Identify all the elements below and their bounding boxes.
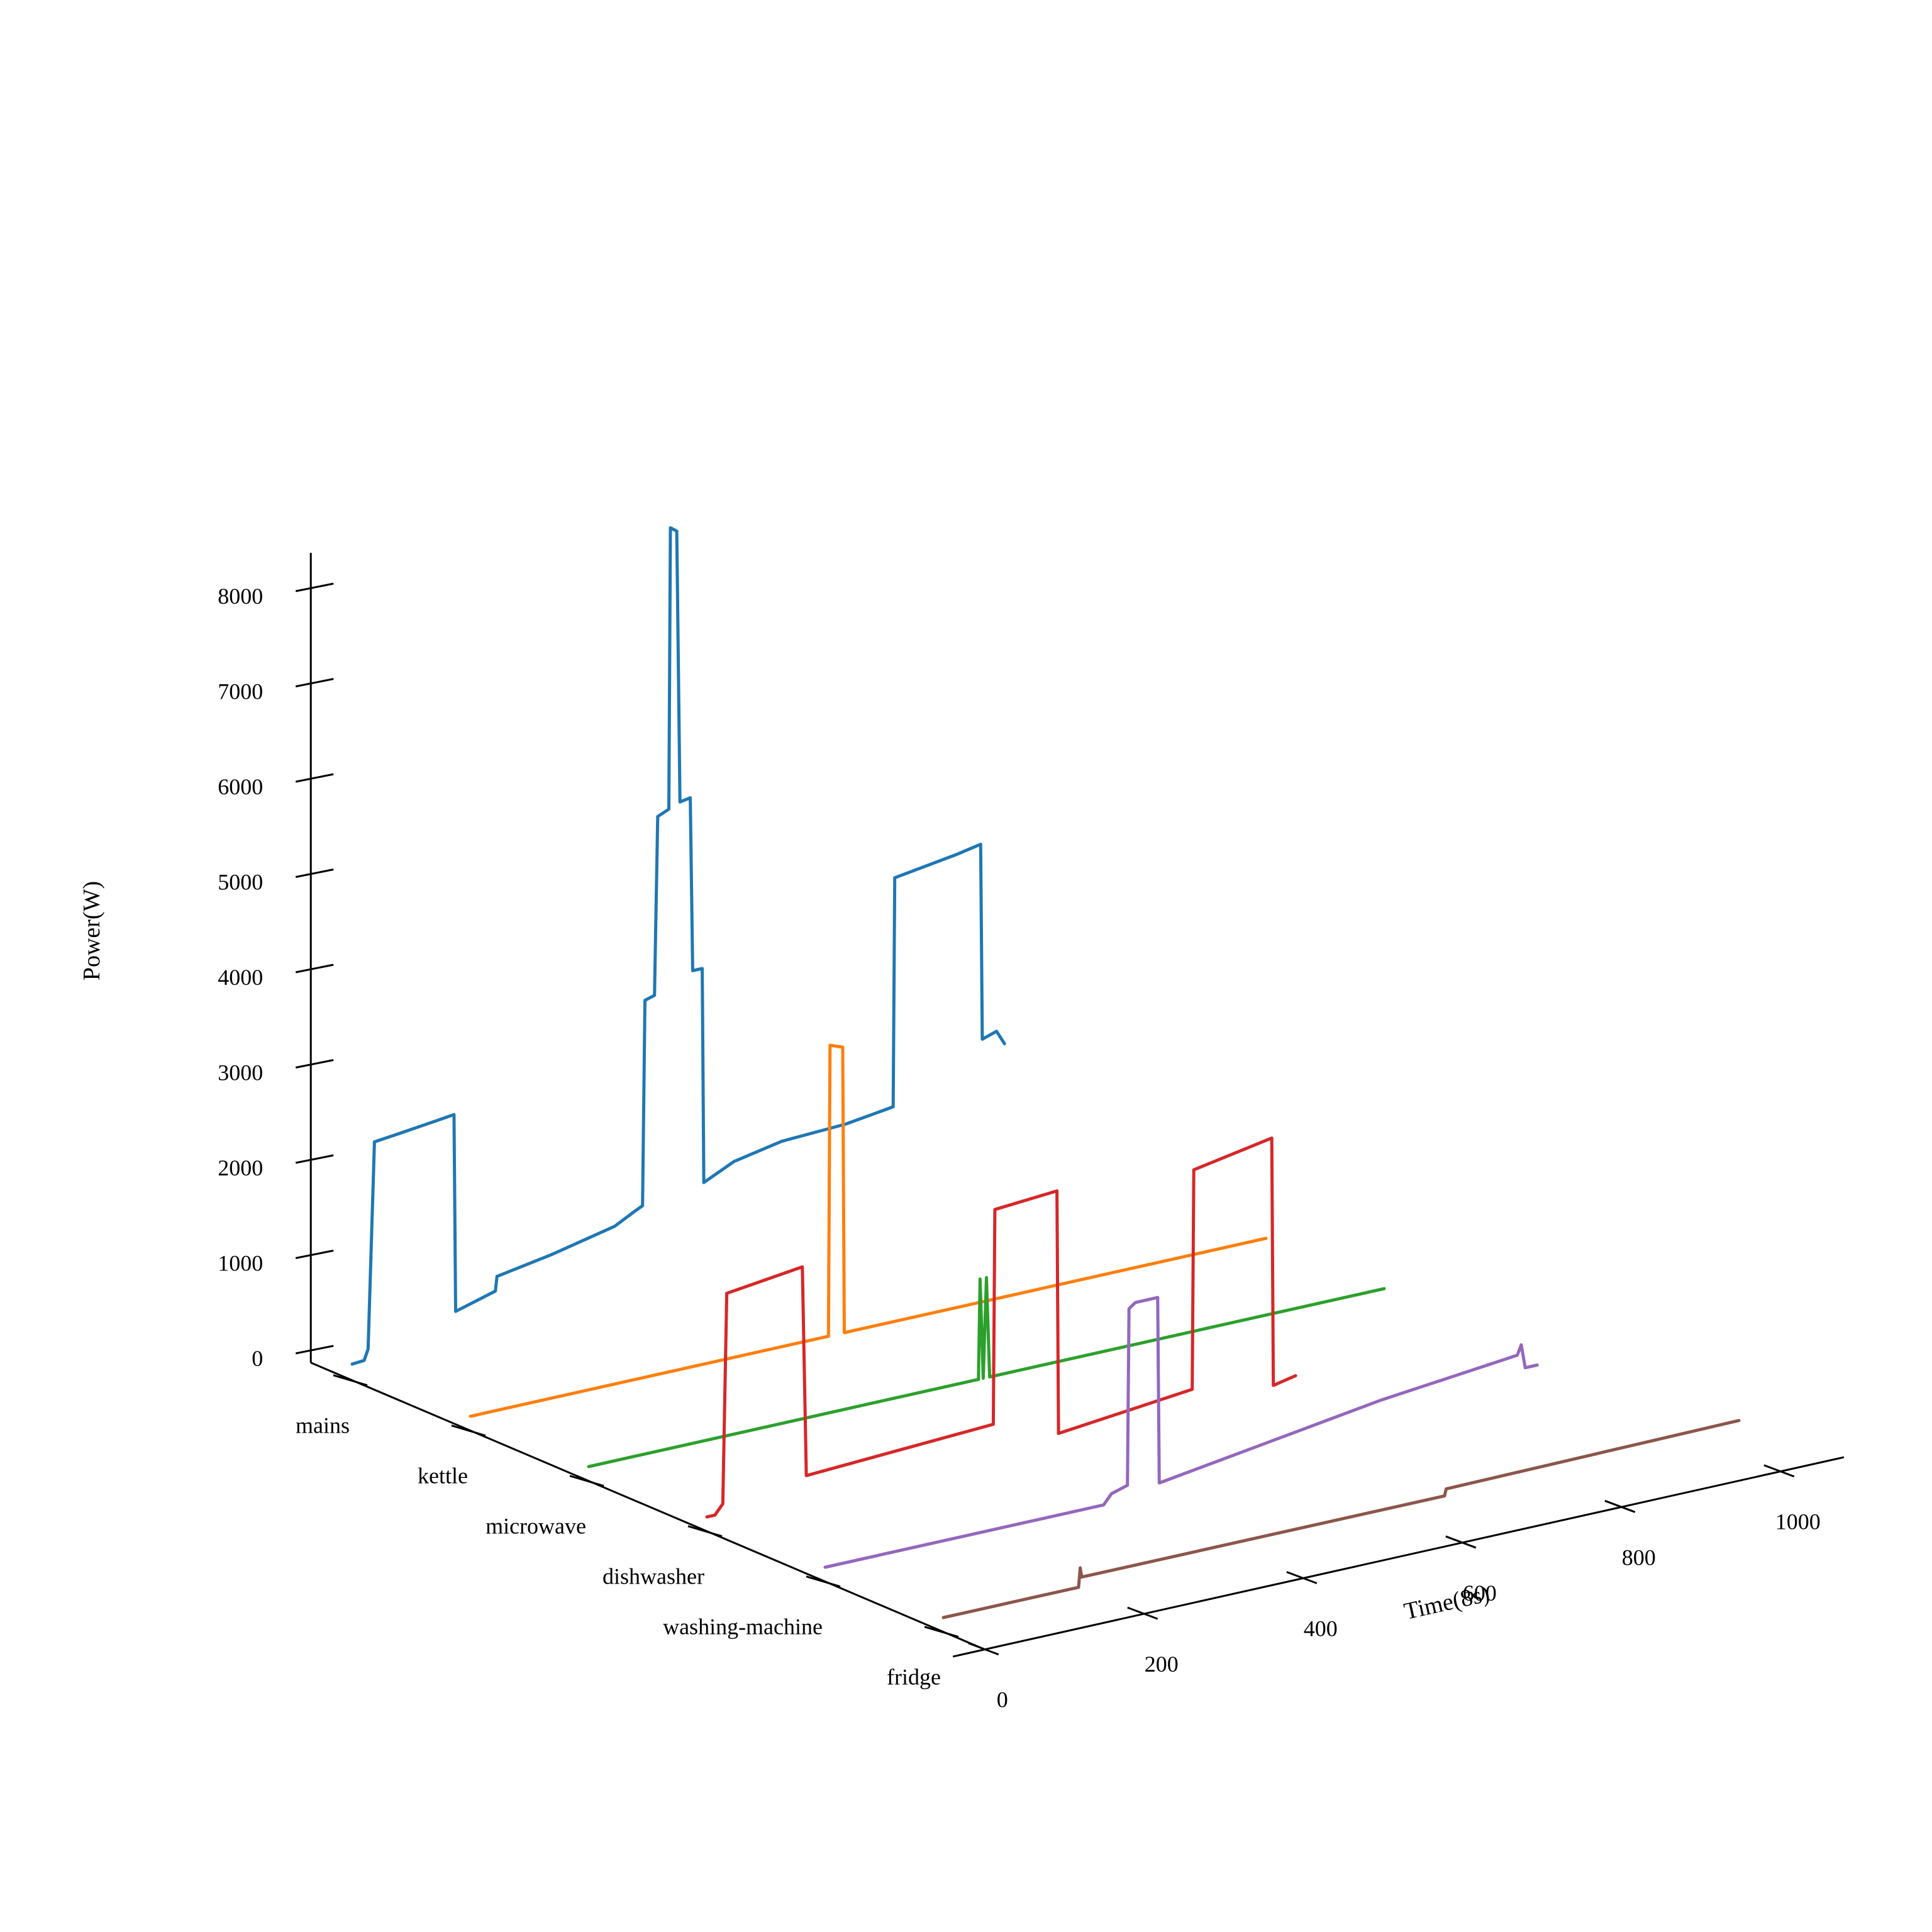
category-tick-label: mains <box>296 1413 350 1438</box>
series-line-mains <box>350 526 1006 1366</box>
z-tick <box>295 1154 334 1164</box>
z-tick <box>295 1250 334 1259</box>
category-tick-label: dishwasher <box>602 1564 704 1589</box>
series-line-microwave <box>587 1275 1386 1468</box>
z-tick <box>295 1059 334 1069</box>
x-tick-label: 400 <box>1304 1616 1338 1641</box>
z-tick <box>295 869 334 878</box>
z-tick-label: 2000 <box>218 1155 263 1180</box>
series-line-fridge <box>941 1419 1741 1619</box>
x-axis-line <box>952 1456 1845 1658</box>
x-axis-title: Time(8s) <box>1402 1580 1492 1625</box>
z-axis-title: Power(W) <box>79 881 105 980</box>
z-tick-label: 1000 <box>218 1251 263 1276</box>
z-tick-label: 0 <box>252 1346 263 1371</box>
z-tick <box>295 963 334 974</box>
z-tick <box>295 678 334 687</box>
x-tick-label: 800 <box>1622 1545 1656 1570</box>
x-tick <box>1763 1464 1795 1478</box>
x-tick <box>1604 1499 1636 1513</box>
z-tick <box>295 773 334 783</box>
x-tick <box>1445 1535 1477 1549</box>
z-tick-label: 3000 <box>218 1060 263 1085</box>
z-tick-label: 7000 <box>218 679 263 704</box>
series-line-kettle <box>469 1043 1268 1418</box>
category-tick <box>569 1475 604 1487</box>
category-tick <box>806 1575 841 1588</box>
x-tick <box>968 1642 999 1656</box>
x-tick-label: 0 <box>997 1687 1008 1713</box>
x-tick-label: 1000 <box>1775 1509 1821 1535</box>
z-tick-label: 6000 <box>218 774 263 799</box>
category-tick <box>451 1424 486 1437</box>
x-tick <box>1127 1606 1158 1620</box>
z-tick-label: 5000 <box>218 870 263 895</box>
category-tick <box>687 1525 723 1538</box>
x-tick-label: 200 <box>1145 1652 1179 1677</box>
axes: 010002000300040005000600070008000Power(W… <box>79 552 1845 1713</box>
z-tick <box>295 582 334 592</box>
z-tick <box>295 1345 334 1355</box>
category-axis-line <box>310 1362 985 1651</box>
category-tick-label: washing-machine <box>663 1614 823 1640</box>
z-tick-label: 8000 <box>218 584 263 609</box>
category-tick-label: fridge <box>887 1665 941 1690</box>
x-tick-label: 600 <box>1463 1580 1497 1606</box>
category-tick-label: microwave <box>486 1514 586 1539</box>
category-tick-label: kettle <box>418 1463 468 1489</box>
x-tick <box>1286 1571 1318 1584</box>
category-tick <box>924 1626 959 1638</box>
series-line-dishwasher <box>705 1136 1297 1519</box>
series-layer <box>350 526 1741 1619</box>
category-tick <box>333 1374 368 1387</box>
z-tick-label: 4000 <box>218 965 263 990</box>
series-line-washing-machine <box>823 1296 1539 1569</box>
